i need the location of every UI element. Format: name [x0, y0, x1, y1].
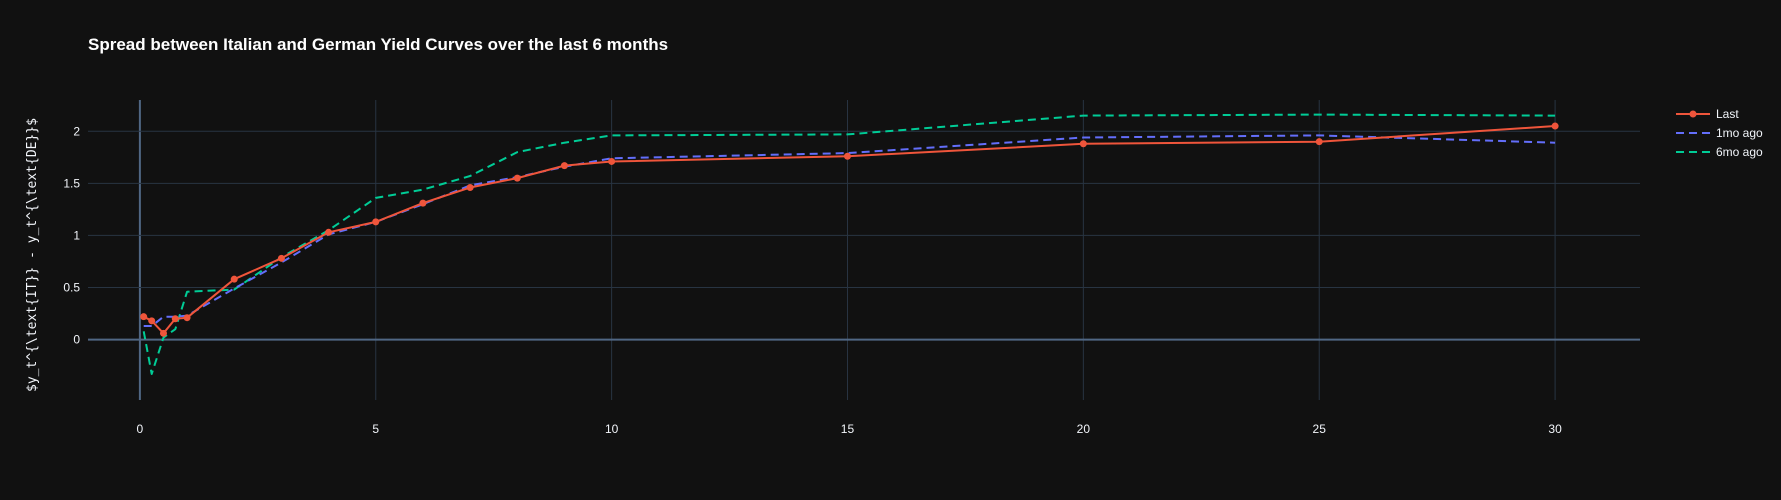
data-point: [325, 228, 333, 236]
data-point: [183, 314, 191, 322]
y-tick-label: 1.5: [63, 176, 80, 190]
legend-label: 1mo ago: [1716, 126, 1763, 140]
x-tick-label: 15: [841, 422, 855, 436]
data-point: [277, 254, 285, 262]
data-point: [608, 157, 616, 165]
series-layer: [140, 113, 1559, 375]
data-point: [843, 152, 851, 160]
chart-title: Spread between Italian and German Yield …: [88, 35, 668, 54]
legend[interactable]: Last 1mo ago 6mo ago: [1676, 107, 1763, 159]
data-point: [513, 174, 521, 182]
data-point: [1315, 138, 1323, 146]
grid-layer: [88, 100, 1640, 400]
data-point: [148, 317, 156, 325]
y-axis-label: $y_t^{\text{IT}} - y_t^{\text{DE}}$: [25, 118, 40, 392]
data-point: [1079, 140, 1087, 148]
data-point: [159, 329, 167, 337]
y-tick-label: 1: [73, 228, 80, 242]
x-tick-label: 30: [1548, 422, 1562, 436]
legend-label: 6mo ago: [1716, 145, 1763, 159]
data-point: [1551, 122, 1559, 130]
legend-label: Last: [1716, 107, 1739, 121]
data-point: [140, 313, 148, 321]
x-tick-label: 20: [1077, 422, 1091, 436]
data-point: [171, 315, 179, 323]
y-tick-label: 0: [73, 333, 80, 347]
series-line-6mo-ago: [142, 113, 1556, 375]
legend-item[interactable]: Last: [1676, 107, 1739, 121]
data-point: [466, 184, 474, 191]
x-tick-label: 5: [372, 422, 379, 436]
legend-item[interactable]: 1mo ago: [1676, 126, 1763, 140]
data-point: [419, 199, 427, 207]
x-tick-label: 10: [605, 422, 619, 436]
y-tick-label: 2: [73, 124, 80, 138]
legend-item[interactable]: 6mo ago: [1676, 145, 1763, 159]
data-point: [372, 218, 380, 226]
axis-layer: 0 5 10 15 20 25 30 0 0.5 1 1.5 2: [63, 124, 1562, 436]
y-tick-label: 0.5: [63, 281, 80, 295]
data-point: [230, 275, 238, 283]
x-tick-label: 25: [1313, 422, 1327, 436]
legend-marker: [1689, 110, 1697, 118]
x-tick-label: 0: [137, 422, 144, 436]
data-point: [560, 162, 568, 170]
